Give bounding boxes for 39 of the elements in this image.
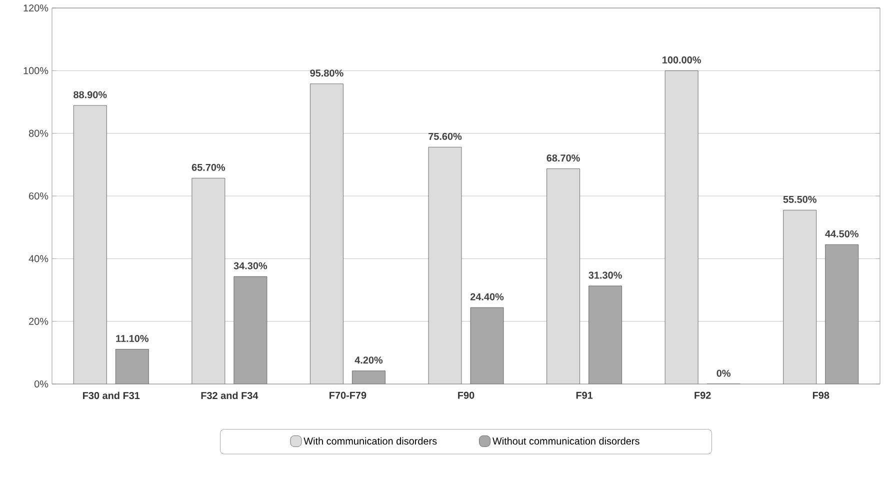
legend-label: With communication disorders	[304, 437, 437, 445]
bar	[428, 146, 462, 384]
x-tick-label: F91	[576, 392, 593, 399]
x-tick-label: F32 and F34	[201, 392, 258, 400]
data-label: 68.70%	[546, 154, 580, 162]
y-tick-label: 100%	[24, 67, 48, 74]
bar	[73, 105, 107, 384]
bar	[192, 178, 226, 384]
legend-label: Without communication disorders	[492, 437, 640, 445]
data-label: 65.70%	[192, 164, 226, 171]
data-label: 31.30%	[588, 272, 622, 279]
data-label: 0%	[716, 370, 731, 377]
data-label: 44.50%	[825, 230, 858, 238]
bar	[664, 70, 698, 384]
data-label: 24.40%	[470, 293, 504, 300]
data-label: 95.80%	[310, 70, 344, 77]
bar	[783, 210, 817, 384]
data-label: 11.10%	[116, 334, 148, 342]
bar	[115, 349, 149, 384]
x-tick-label: F70-F79	[330, 392, 366, 399]
y-tick-label: 120%	[24, 4, 48, 12]
x-tick-label: F92	[694, 392, 711, 399]
x-tick-label: F30 and F31	[83, 392, 140, 400]
bar	[310, 84, 344, 384]
y-tick-label: 20%	[29, 318, 48, 325]
data-label: 75.60%	[428, 132, 462, 140]
x-tick-label: F98	[812, 392, 830, 399]
y-tick-label: 80%	[28, 130, 48, 137]
bar	[546, 168, 580, 384]
y-tick-label: 0%	[34, 380, 48, 388]
data-label: 4.20%	[354, 356, 383, 364]
data-label: 88.90%	[74, 91, 107, 98]
data-label: 34.30%	[234, 262, 268, 270]
data-label: 100.00%	[662, 56, 701, 64]
data-label: 55.50%	[783, 196, 816, 203]
y-tick-label: 40%	[28, 255, 48, 262]
bar	[352, 370, 386, 384]
y-tick-label: 60%	[29, 192, 48, 200]
x-tick-label: F90	[458, 392, 474, 399]
